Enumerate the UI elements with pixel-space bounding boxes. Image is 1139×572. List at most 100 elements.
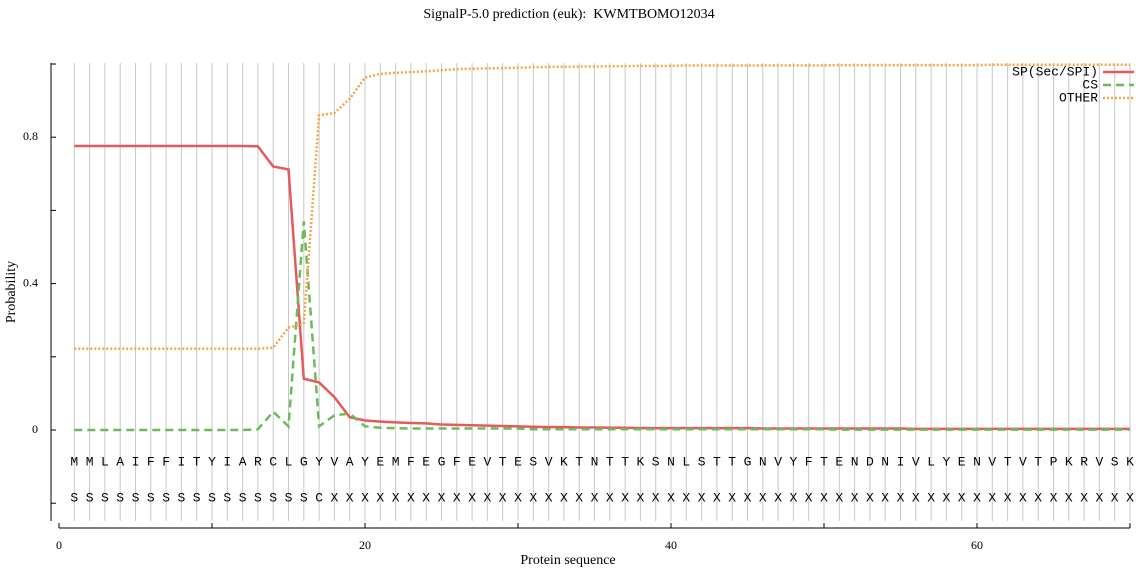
residue-prediction: X (483, 490, 491, 505)
residue: T (193, 454, 201, 469)
residue: L (285, 454, 293, 469)
residue-prediction: X (376, 490, 384, 505)
residue-prediction: X (927, 490, 935, 505)
residue-prediction: X (438, 490, 446, 505)
residue: K (1065, 454, 1073, 469)
residue: P (1050, 454, 1058, 469)
residue: G (300, 454, 308, 469)
residue: T (713, 454, 721, 469)
residue: V (1095, 454, 1103, 469)
residue-prediction: X (1095, 490, 1103, 505)
residue: N (591, 454, 599, 469)
residue: S (698, 454, 706, 469)
legend-label: SP(Sec/SPI) (1012, 64, 1098, 79)
residue: T (820, 454, 828, 469)
residue: L (927, 454, 935, 469)
residue-prediction: X (973, 490, 981, 505)
residue: V (483, 454, 491, 469)
residue-prediction: X (942, 490, 950, 505)
legend-label: CS (1082, 77, 1098, 92)
residue: E (514, 454, 522, 469)
y-tick-label: 0.4 (23, 275, 38, 289)
residue-prediction: X (958, 490, 966, 505)
residue-prediction: X (346, 490, 354, 505)
x-tick-label: 40 (665, 538, 677, 552)
x-tick-label: 20 (359, 538, 371, 552)
residue: T (606, 454, 614, 469)
x-tick-label: 0 (56, 538, 62, 552)
residue-prediction: X (514, 490, 522, 505)
residue-prediction: S (101, 490, 109, 505)
residue-prediction: X (529, 490, 537, 505)
residue: V (988, 454, 996, 469)
residue-prediction: X (866, 490, 874, 505)
residue-prediction: X (422, 490, 430, 505)
residue: K (560, 454, 568, 469)
residue-prediction: X (851, 490, 859, 505)
residue: T (499, 454, 507, 469)
residue-prediction: S (132, 490, 140, 505)
residue: M (86, 454, 94, 469)
series-line (74, 144, 1130, 431)
residue: T (728, 454, 736, 469)
residue-prediction: X (1065, 490, 1073, 505)
residue-prediction: X (897, 490, 905, 505)
residue: T (575, 454, 583, 469)
residue-prediction: X (667, 490, 675, 505)
residue-prediction: X (988, 490, 996, 505)
residue-prediction: X (789, 490, 797, 505)
residue: Y (361, 454, 369, 469)
residue-prediction: S (116, 490, 124, 505)
residue: E (422, 454, 430, 469)
residue-prediction: S (193, 490, 201, 505)
residue-prediction: X (881, 490, 889, 505)
residue-prediction: X (1126, 490, 1134, 505)
residue: V (330, 454, 338, 469)
residue-prediction: X (606, 490, 614, 505)
y-tick-label: 0.8 (23, 129, 38, 143)
series-line (74, 63, 1130, 350)
residue-prediction: X (545, 490, 553, 505)
residue-prediction: S (177, 490, 185, 505)
residue-prediction: X (361, 490, 369, 505)
residue-prediction: S (86, 490, 94, 505)
residue-prediction: X (912, 490, 920, 505)
residue: V (545, 454, 553, 469)
residue: I (177, 454, 185, 469)
residue-prediction: X (392, 490, 400, 505)
residue-prediction: X (728, 490, 736, 505)
residue: E (958, 454, 966, 469)
residue: V (774, 454, 782, 469)
residue-prediction: X (330, 490, 338, 505)
residue-prediction: S (285, 490, 293, 505)
legend-label: OTHER (1059, 90, 1098, 105)
residue: D (866, 454, 874, 469)
residue-prediction: S (70, 490, 78, 505)
residue-prediction: X (713, 490, 721, 505)
residue: F (162, 454, 170, 469)
residue-prediction: X (759, 490, 767, 505)
chart-title: SignalP-5.0 prediction (euk): KWMTBOMO12… (423, 7, 714, 22)
residue: F (147, 454, 155, 469)
residue-prediction: X (652, 490, 660, 505)
residue: I (897, 454, 905, 469)
residue-prediction: X (468, 490, 476, 505)
residue-prediction: S (147, 490, 155, 505)
residue: I (223, 454, 231, 469)
residue: M (70, 454, 78, 469)
residue-prediction: X (805, 490, 813, 505)
residue: T (1034, 454, 1042, 469)
residue-prediction: X (835, 490, 843, 505)
residue: R (1080, 454, 1088, 469)
residue: Y (789, 454, 797, 469)
residue: S (1111, 454, 1119, 469)
residue-prediction: X (453, 490, 461, 505)
residue: F (453, 454, 461, 469)
residue: G (744, 454, 752, 469)
residue-prediction: S (269, 490, 277, 505)
residue-prediction: X (1019, 490, 1027, 505)
residue-prediction: X (621, 490, 629, 505)
residue: E (376, 454, 384, 469)
residue: K (1126, 454, 1134, 469)
residue: F (805, 454, 813, 469)
